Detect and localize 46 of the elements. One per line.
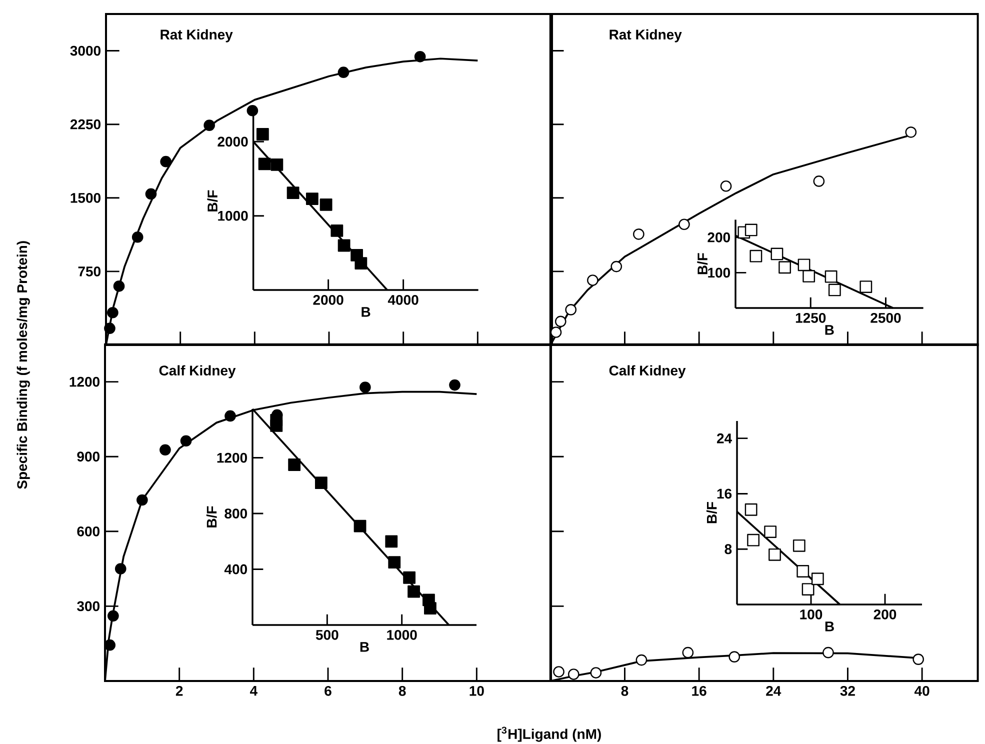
y-tick-label: 2250: [70, 119, 100, 130]
y-axis-title: B/F: [697, 253, 708, 274]
x-tick-label: 1250: [796, 312, 826, 323]
x-tick-label: 2500: [870, 312, 901, 323]
y-tick-label: 600: [77, 526, 100, 536]
x-tick-label: 32: [840, 686, 855, 696]
x-tick-label: 4000: [388, 294, 418, 305]
y-tick-label: 1500: [70, 192, 100, 203]
x-axis-title: B: [825, 622, 834, 632]
x-tick-label: 500: [316, 630, 338, 640]
y-tick-label: 16: [717, 488, 732, 499]
y-tick-label: 3000: [70, 46, 100, 56]
y-tick-label: 1200: [70, 376, 100, 387]
x-tick-label: 2: [176, 686, 183, 696]
y-tick-label: 8: [724, 544, 732, 554]
x-tick-label: 24: [766, 686, 782, 696]
y-tick-label: 1200: [217, 452, 247, 463]
y-tick-label: 800: [224, 508, 247, 518]
x-axis-title: B: [825, 325, 834, 335]
y-tick-label: 200: [708, 232, 730, 242]
x-tick-label: 8: [621, 686, 628, 696]
x-axis-title: B: [362, 307, 370, 317]
y-tick-label: 900: [77, 452, 100, 462]
text: Calf Kidney: [609, 365, 686, 378]
y-tick-label: 750: [78, 266, 100, 276]
y-axis-title: B/F: [706, 502, 717, 524]
y-tick-label: 400: [224, 564, 247, 574]
y-axis-title: B/F: [207, 190, 218, 212]
y-tick-label: 100: [708, 268, 730, 278]
text: Rat Kidney: [160, 29, 233, 42]
x-tick-label: 40: [914, 686, 930, 696]
y-tick-label: 1000: [218, 210, 248, 221]
x-axis-title: [$^{3}$H]Ligand (nM): [498, 726, 601, 742]
y-axis-title: B/F: [206, 506, 217, 528]
y-tick-label: 300: [77, 601, 100, 612]
x-tick-label: 10: [470, 686, 484, 696]
text: Calf Kidney: [159, 365, 236, 378]
y-tick-label: 24: [716, 433, 732, 444]
x-tick-label: 4: [250, 686, 258, 696]
y-tick-label: 2000: [218, 136, 248, 147]
text: Rat Kidney: [610, 29, 682, 42]
x-tick-label: 16: [692, 686, 706, 696]
x-tick-label: 6: [324, 686, 332, 696]
x-axis-title: B: [360, 642, 369, 652]
y-axis-title: Specific Binding (f moles/mg Protein): [16, 241, 30, 489]
x-tick-label: 8: [398, 686, 406, 696]
